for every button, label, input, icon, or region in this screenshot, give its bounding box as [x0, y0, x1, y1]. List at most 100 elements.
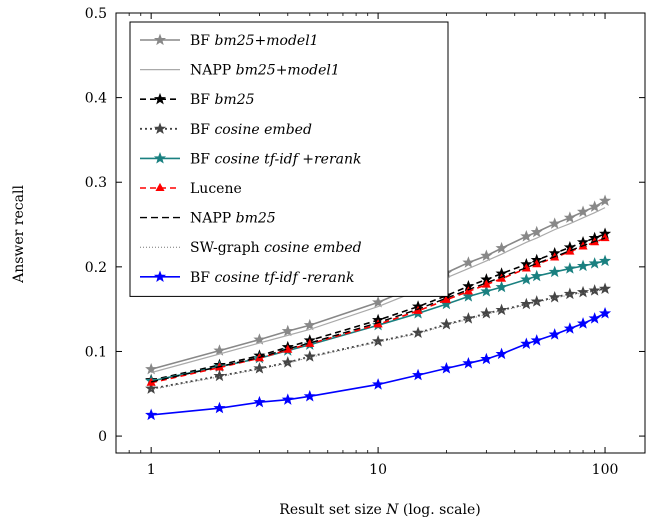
data-point	[598, 282, 612, 294]
y-tick-label: 0.2	[85, 260, 107, 276]
data-point	[576, 317, 590, 329]
axes-layer: 1 10 100 0 0.1 0.2 0.3 0.4 0.5	[85, 6, 646, 478]
legend-marker	[153, 152, 167, 164]
data-point	[213, 401, 226, 414]
legend-label: BF bm25+model1	[190, 33, 319, 49]
data-point	[548, 328, 561, 340]
data-point	[303, 350, 316, 362]
data-point	[598, 307, 612, 319]
legend-marker	[155, 182, 165, 191]
legend-box	[129, 21, 449, 297]
data-point	[576, 259, 590, 272]
series-3	[145, 282, 612, 394]
legend-marker	[153, 33, 167, 46]
y-tick-label: 0.1	[85, 344, 107, 360]
legend-entry: NAPP bm25+model1	[140, 63, 340, 79]
legend: BF bm25+model1 NAPP bm25+model1 BF bm25 BF …	[129, 21, 449, 297]
legend-entry: NAPP bm25	[140, 211, 276, 227]
data-point	[440, 362, 453, 374]
data-point	[588, 200, 601, 212]
legend-entry: BF cosine tf-idf -rerank	[140, 270, 355, 286]
data-point	[281, 324, 294, 337]
data-point	[441, 294, 451, 303]
data-point	[532, 259, 542, 268]
legend-entry: Lucene	[140, 181, 242, 197]
data-point	[462, 312, 475, 324]
data-point	[372, 334, 385, 347]
data-point	[495, 241, 508, 254]
legend-entry: SW-graph cosine embed	[140, 240, 362, 256]
data-point	[440, 318, 453, 330]
data-point	[463, 286, 473, 295]
legend-label: SW-graph cosine embed	[190, 240, 362, 256]
data-point	[548, 217, 561, 229]
series-line	[150, 237, 606, 383]
data-point	[495, 303, 508, 316]
series-1	[150, 207, 606, 374]
data-point	[462, 356, 475, 369]
legend-label: NAPP bm25+model1	[190, 63, 340, 79]
data-point	[563, 262, 576, 274]
y-tick-label: 0.4	[85, 91, 107, 107]
x-tick-label: 1	[147, 462, 156, 478]
x-tick-label: 10	[369, 462, 387, 478]
legend-entry: BF cosine embed	[140, 122, 312, 138]
series-layer	[145, 194, 612, 421]
data-point	[213, 344, 226, 356]
legend-label: BF cosine tf-idf +rerank	[190, 151, 362, 167]
data-point	[480, 249, 493, 261]
y-tick-label: 0	[98, 429, 107, 445]
data-point	[372, 378, 385, 390]
data-point	[588, 312, 601, 324]
x-tick-label: 100	[592, 462, 619, 478]
data-point	[303, 318, 316, 331]
data-point	[412, 368, 425, 381]
data-point	[521, 263, 531, 272]
data-point	[530, 269, 543, 282]
plot-frame	[115, 12, 646, 454]
legend-marker	[153, 122, 167, 134]
legend-marker	[153, 92, 167, 105]
series-line	[150, 207, 606, 374]
legend-marker	[153, 270, 167, 282]
data-point	[413, 305, 423, 314]
data-point	[145, 382, 158, 394]
x-axis-label: Result set size N (log. scale)	[279, 502, 480, 518]
data-point	[530, 334, 543, 346]
data-point	[548, 265, 561, 278]
y-axis-label: Answer recall	[11, 185, 27, 284]
y-tick-label: 0.3	[85, 175, 107, 191]
data-point	[253, 333, 266, 345]
legend-entry: BF cosine tf-idf +rerank	[140, 151, 362, 167]
legend-label: Lucene	[190, 181, 242, 197]
data-point	[145, 408, 158, 421]
data-point	[495, 280, 508, 293]
data-point	[462, 256, 475, 268]
data-point	[598, 254, 612, 267]
y-tick-label: 0.5	[85, 6, 107, 22]
data-point	[520, 273, 533, 285]
series-8	[145, 307, 612, 421]
data-point	[588, 257, 601, 269]
data-point	[530, 225, 543, 238]
data-point	[520, 337, 533, 349]
legend-entry: BF bm25	[140, 92, 255, 108]
data-point	[480, 352, 493, 365]
data-point	[576, 285, 590, 298]
data-point	[253, 362, 266, 374]
data-point	[598, 194, 612, 206]
data-point	[281, 356, 294, 368]
data-point	[530, 295, 543, 307]
data-point	[145, 362, 158, 375]
data-point	[303, 389, 316, 402]
data-point	[548, 290, 561, 303]
data-point	[563, 287, 576, 300]
data-point	[563, 322, 576, 334]
data-point	[213, 369, 226, 382]
data-point	[412, 326, 425, 338]
legend-label: BF cosine tf-idf -rerank	[190, 270, 355, 286]
data-point	[372, 296, 385, 308]
data-point	[480, 307, 493, 319]
data-point	[480, 285, 493, 297]
